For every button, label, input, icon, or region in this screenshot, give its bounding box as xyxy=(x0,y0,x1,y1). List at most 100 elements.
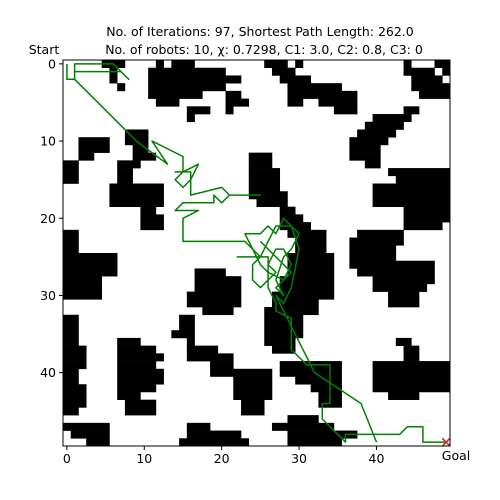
obstacle-cell xyxy=(63,268,118,277)
obstacle-cell xyxy=(357,129,397,138)
obstacle-cell xyxy=(271,67,296,76)
obstacle-cell xyxy=(124,129,149,138)
goal-label: Goal xyxy=(442,448,470,463)
obstacle-cell xyxy=(403,67,435,76)
obstacle-cell xyxy=(318,98,358,107)
obstacle-cell xyxy=(372,276,435,285)
obstacle-cell xyxy=(372,183,450,192)
obstacle-cell xyxy=(271,422,335,431)
obstacle-cell xyxy=(63,160,79,169)
obstacle-cell xyxy=(287,415,319,424)
obstacle-cell xyxy=(186,430,242,439)
obstacle-cell xyxy=(434,60,450,69)
obstacle-cell xyxy=(403,106,420,115)
obstacle-cell xyxy=(372,368,450,377)
obstacle-cell xyxy=(78,152,95,161)
obstacle-cell xyxy=(388,391,420,400)
obstacle-cell xyxy=(148,75,242,84)
obstacle-cell xyxy=(63,237,79,246)
obstacle-cell xyxy=(109,198,164,207)
obstacle-cell xyxy=(63,253,118,262)
obstacle-cell xyxy=(63,168,79,177)
obstacle-cell xyxy=(63,291,102,300)
obstacle-cell xyxy=(78,137,110,146)
obstacle-cell xyxy=(287,430,358,439)
obstacle-cell xyxy=(117,384,157,393)
obstacle-cell xyxy=(117,83,126,92)
obstacle-cell xyxy=(63,245,79,254)
obstacle-cell xyxy=(403,60,412,69)
obstacle-cell xyxy=(364,160,381,169)
obstacle-cell xyxy=(63,322,79,331)
obstacle-cell xyxy=(241,407,265,416)
obstacle-cell xyxy=(117,160,141,169)
obstacle-cell xyxy=(171,330,195,339)
obstacle-cell xyxy=(155,60,164,69)
obstacle-cell xyxy=(63,391,87,400)
obstacle-cell xyxy=(210,361,234,370)
y-axis: 0 10 20 30 40 xyxy=(40,56,63,380)
obstacle-cell xyxy=(271,345,296,354)
obstacle-cell xyxy=(372,191,450,200)
chart-title-line-1: No. of Iterations: 97, Shortest Path Len… xyxy=(106,24,414,39)
obstacle-cell xyxy=(132,144,149,153)
start-label: Start xyxy=(29,42,60,57)
obstacle-cell xyxy=(148,67,226,76)
obstacle-cell xyxy=(63,229,79,238)
obstacle-cell xyxy=(295,376,342,385)
obstacle-cell xyxy=(264,330,304,339)
obstacle-cell xyxy=(124,399,157,408)
obstacle-cell xyxy=(349,152,381,161)
obstacle-cell xyxy=(333,106,358,115)
obstacle-cell xyxy=(264,337,296,346)
obstacle-cell xyxy=(171,60,195,69)
obstacle-cell xyxy=(403,222,443,231)
obstacle-cell xyxy=(63,260,118,269)
x-axis: 0 10 20 30 40 xyxy=(63,446,384,466)
obstacle-cell xyxy=(349,253,397,262)
obstacle-cell xyxy=(403,206,450,215)
obstacle-cell xyxy=(117,368,164,377)
obstacle-cell xyxy=(233,391,273,400)
obstacle-cell xyxy=(388,291,420,300)
obstacle-cell xyxy=(287,229,327,238)
marker-layer xyxy=(441,437,451,447)
obstacle-cell xyxy=(403,345,420,354)
obstacle-cell xyxy=(117,175,133,184)
obstacle-cell xyxy=(287,438,342,446)
obstacle-cell xyxy=(124,407,157,416)
obstacle-cell xyxy=(264,322,304,331)
obstacle-cell xyxy=(388,299,420,308)
obstacle-cell xyxy=(148,90,203,99)
obstacle-cell xyxy=(357,268,435,277)
y-tick-label: 20 xyxy=(40,211,56,226)
obstacle-cell xyxy=(86,438,110,446)
x-tick-label: 0 xyxy=(63,451,71,466)
obstacle-cell xyxy=(372,283,428,292)
obstacle-cell xyxy=(248,175,281,184)
obstacle-cell xyxy=(248,168,281,177)
obstacle-cell xyxy=(117,337,141,346)
obstacle-cell xyxy=(310,384,342,393)
obstacle-cell xyxy=(287,98,304,107)
obstacle-cell xyxy=(179,322,195,331)
obstacle-cell xyxy=(225,98,250,107)
obstacle-cell xyxy=(117,376,164,385)
obstacle-cell xyxy=(411,75,443,84)
obstacle-cell xyxy=(179,314,195,323)
obstacle-cell xyxy=(264,314,304,323)
obstacle-cell xyxy=(395,175,450,184)
y-tick-label: 30 xyxy=(40,288,56,303)
robot-path-exploration xyxy=(244,217,378,443)
obstacle-cell xyxy=(63,175,79,184)
x-tick-label: 20 xyxy=(214,451,230,466)
obstacle-cell xyxy=(117,345,157,354)
obstacle-cell xyxy=(63,314,79,323)
obstacle-cell xyxy=(395,337,412,346)
obstacle-cell xyxy=(70,430,110,439)
obstacle-cell xyxy=(295,60,304,69)
obstacle-cell xyxy=(287,90,358,99)
obstacle-cell xyxy=(248,191,288,200)
obstacle-cell xyxy=(264,60,288,69)
obstacle-cell xyxy=(279,222,311,231)
